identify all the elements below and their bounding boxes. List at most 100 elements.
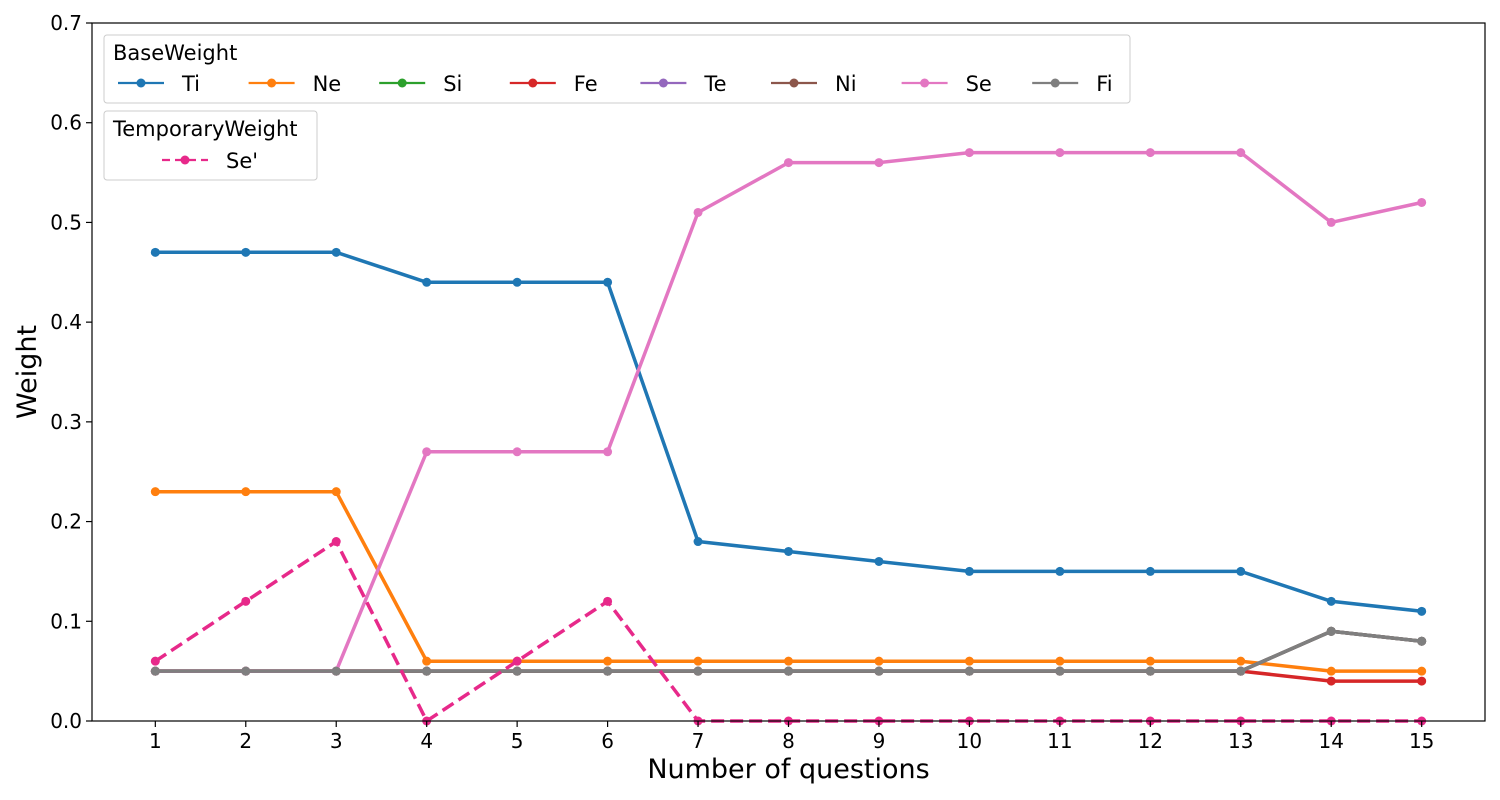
series-line-se-prime	[154, 539, 1422, 723]
series-fi	[150, 626, 1427, 676]
point-fi-7	[693, 666, 703, 676]
point-ne-14	[1326, 666, 1336, 676]
legend-label-fi: Fi	[1096, 72, 1112, 96]
point-ti-14	[1326, 596, 1336, 606]
x-tick-label-2: 2	[239, 729, 252, 753]
legend-swatch-marker-se-prime	[180, 155, 190, 165]
point-fe-15	[1417, 676, 1427, 686]
point-se-prime-5	[512, 656, 522, 666]
series-layer	[150, 148, 1427, 726]
point-fi-5	[512, 666, 522, 676]
point-se-13	[1236, 148, 1246, 158]
legend-swatch-marker-ne	[267, 78, 277, 88]
legend-temporaryweight-title: TemporaryWeight	[112, 117, 298, 141]
y-tick-label-0.5: 0.5	[50, 210, 82, 234]
point-se-prime-1	[150, 656, 160, 666]
legend-entry-ti: Ti	[118, 72, 200, 96]
point-ti-11	[1055, 566, 1065, 576]
point-fi-12	[1145, 666, 1155, 676]
y-tick-label-0.4: 0.4	[50, 310, 82, 334]
series-ne	[150, 487, 1427, 676]
point-ti-9	[874, 556, 884, 566]
point-se-12	[1145, 148, 1155, 158]
series-se-prime	[150, 537, 1427, 726]
legend-baseweight-frame	[103, 34, 1131, 104]
legend-entry-fe: Fe	[509, 72, 598, 96]
series-line-ne	[155, 489, 1422, 673]
x-tick-label-6: 6	[601, 729, 614, 753]
y-tick-label-0.0: 0.0	[50, 709, 82, 733]
point-ne-12	[1145, 656, 1155, 666]
legend-swatch-marker-ti	[136, 78, 146, 88]
series-ti	[150, 247, 1427, 616]
series-line-se	[155, 150, 1423, 673]
point-ne-1	[150, 487, 160, 497]
legend-entry-te: Te	[640, 72, 727, 96]
point-fi-10	[964, 666, 974, 676]
x-tick-label-15: 15	[1409, 729, 1434, 753]
x-tick-label-11: 11	[1047, 729, 1072, 753]
y-tick-label-0.2: 0.2	[50, 510, 82, 534]
legend-label-si: Si	[443, 72, 462, 96]
point-se-4	[422, 447, 432, 457]
point-se-prime-2	[241, 596, 251, 606]
point-fi-14	[1326, 626, 1336, 636]
legend-temporaryweight-frame	[103, 110, 318, 181]
legend-baseweight: BaseWeight Ti Ne Si Fe Te Ni Se Fi	[103, 34, 1131, 104]
point-se-9	[874, 158, 884, 168]
point-ti-3	[331, 247, 341, 257]
x-tick-label-1: 1	[149, 729, 162, 753]
x-axis-title: Number of questions	[647, 754, 929, 785]
point-se-5	[512, 447, 522, 457]
legend-label-ti: Ti	[181, 72, 200, 96]
point-fi-3	[331, 666, 341, 676]
point-ti-4	[422, 277, 432, 287]
point-ne-4	[422, 656, 432, 666]
point-se-11	[1055, 148, 1065, 158]
legend-swatch-marker-fi	[1050, 78, 1060, 88]
y-tick-label-0.1: 0.1	[50, 609, 82, 633]
x-tick-label-8: 8	[782, 729, 795, 753]
legend-swatch-marker-te	[658, 78, 668, 88]
x-tick-label-5: 5	[511, 729, 524, 753]
y-tick-label-0.3: 0.3	[50, 410, 82, 434]
legend-swatch-marker-fe	[528, 78, 538, 88]
point-ne-3	[331, 487, 341, 497]
point-fi-6	[603, 666, 613, 676]
x-tick-label-14: 14	[1319, 729, 1344, 753]
y-tick-label-0.7: 0.7	[50, 11, 82, 35]
legend-entry-si: Si	[379, 72, 462, 96]
point-ti-6	[603, 277, 613, 287]
x-tick-label-9: 9	[873, 729, 886, 753]
point-se-10	[964, 148, 974, 158]
legend-swatch-marker-ni	[789, 78, 799, 88]
y-axis-title: Weight	[12, 325, 43, 419]
point-fe-14	[1326, 676, 1336, 686]
point-fi-1	[150, 666, 160, 676]
x-tick-label-4: 4	[420, 729, 433, 753]
axes-layer: 1 2 3 4 5 6 7 8 9 10 11 12 13 14 150.00.10.20.30.40.50…	[50, 11, 1434, 753]
point-ne-11	[1055, 656, 1065, 666]
point-ti-12	[1145, 566, 1155, 576]
point-fi-11	[1055, 666, 1065, 676]
legend-baseweight-entries: Ti Ne Si Fe Te Ni Se Fi	[118, 72, 1113, 96]
x-tick-label-3: 3	[330, 729, 343, 753]
legend-temporaryweight-entries: Se'	[162, 149, 258, 173]
point-se-14	[1326, 217, 1336, 227]
legend-entry-fi: Fi	[1032, 72, 1113, 96]
legend-label-te: Te	[703, 72, 726, 96]
legend-baseweight-title: BaseWeight	[113, 41, 237, 65]
point-ti-13	[1236, 566, 1246, 576]
point-ti-2	[241, 247, 251, 257]
point-ne-10	[964, 656, 974, 666]
point-ne-7	[693, 656, 703, 666]
legend-label-ni: Ni	[835, 72, 857, 96]
point-fi-8	[784, 666, 793, 676]
legend-entry-se: Se	[901, 72, 992, 96]
point-ne-8	[784, 656, 793, 666]
legend-label-fe: Fe	[574, 72, 598, 96]
legend-label-se: Se	[966, 72, 992, 96]
x-tick-label-13: 13	[1228, 729, 1253, 753]
point-fi-2	[241, 666, 251, 676]
